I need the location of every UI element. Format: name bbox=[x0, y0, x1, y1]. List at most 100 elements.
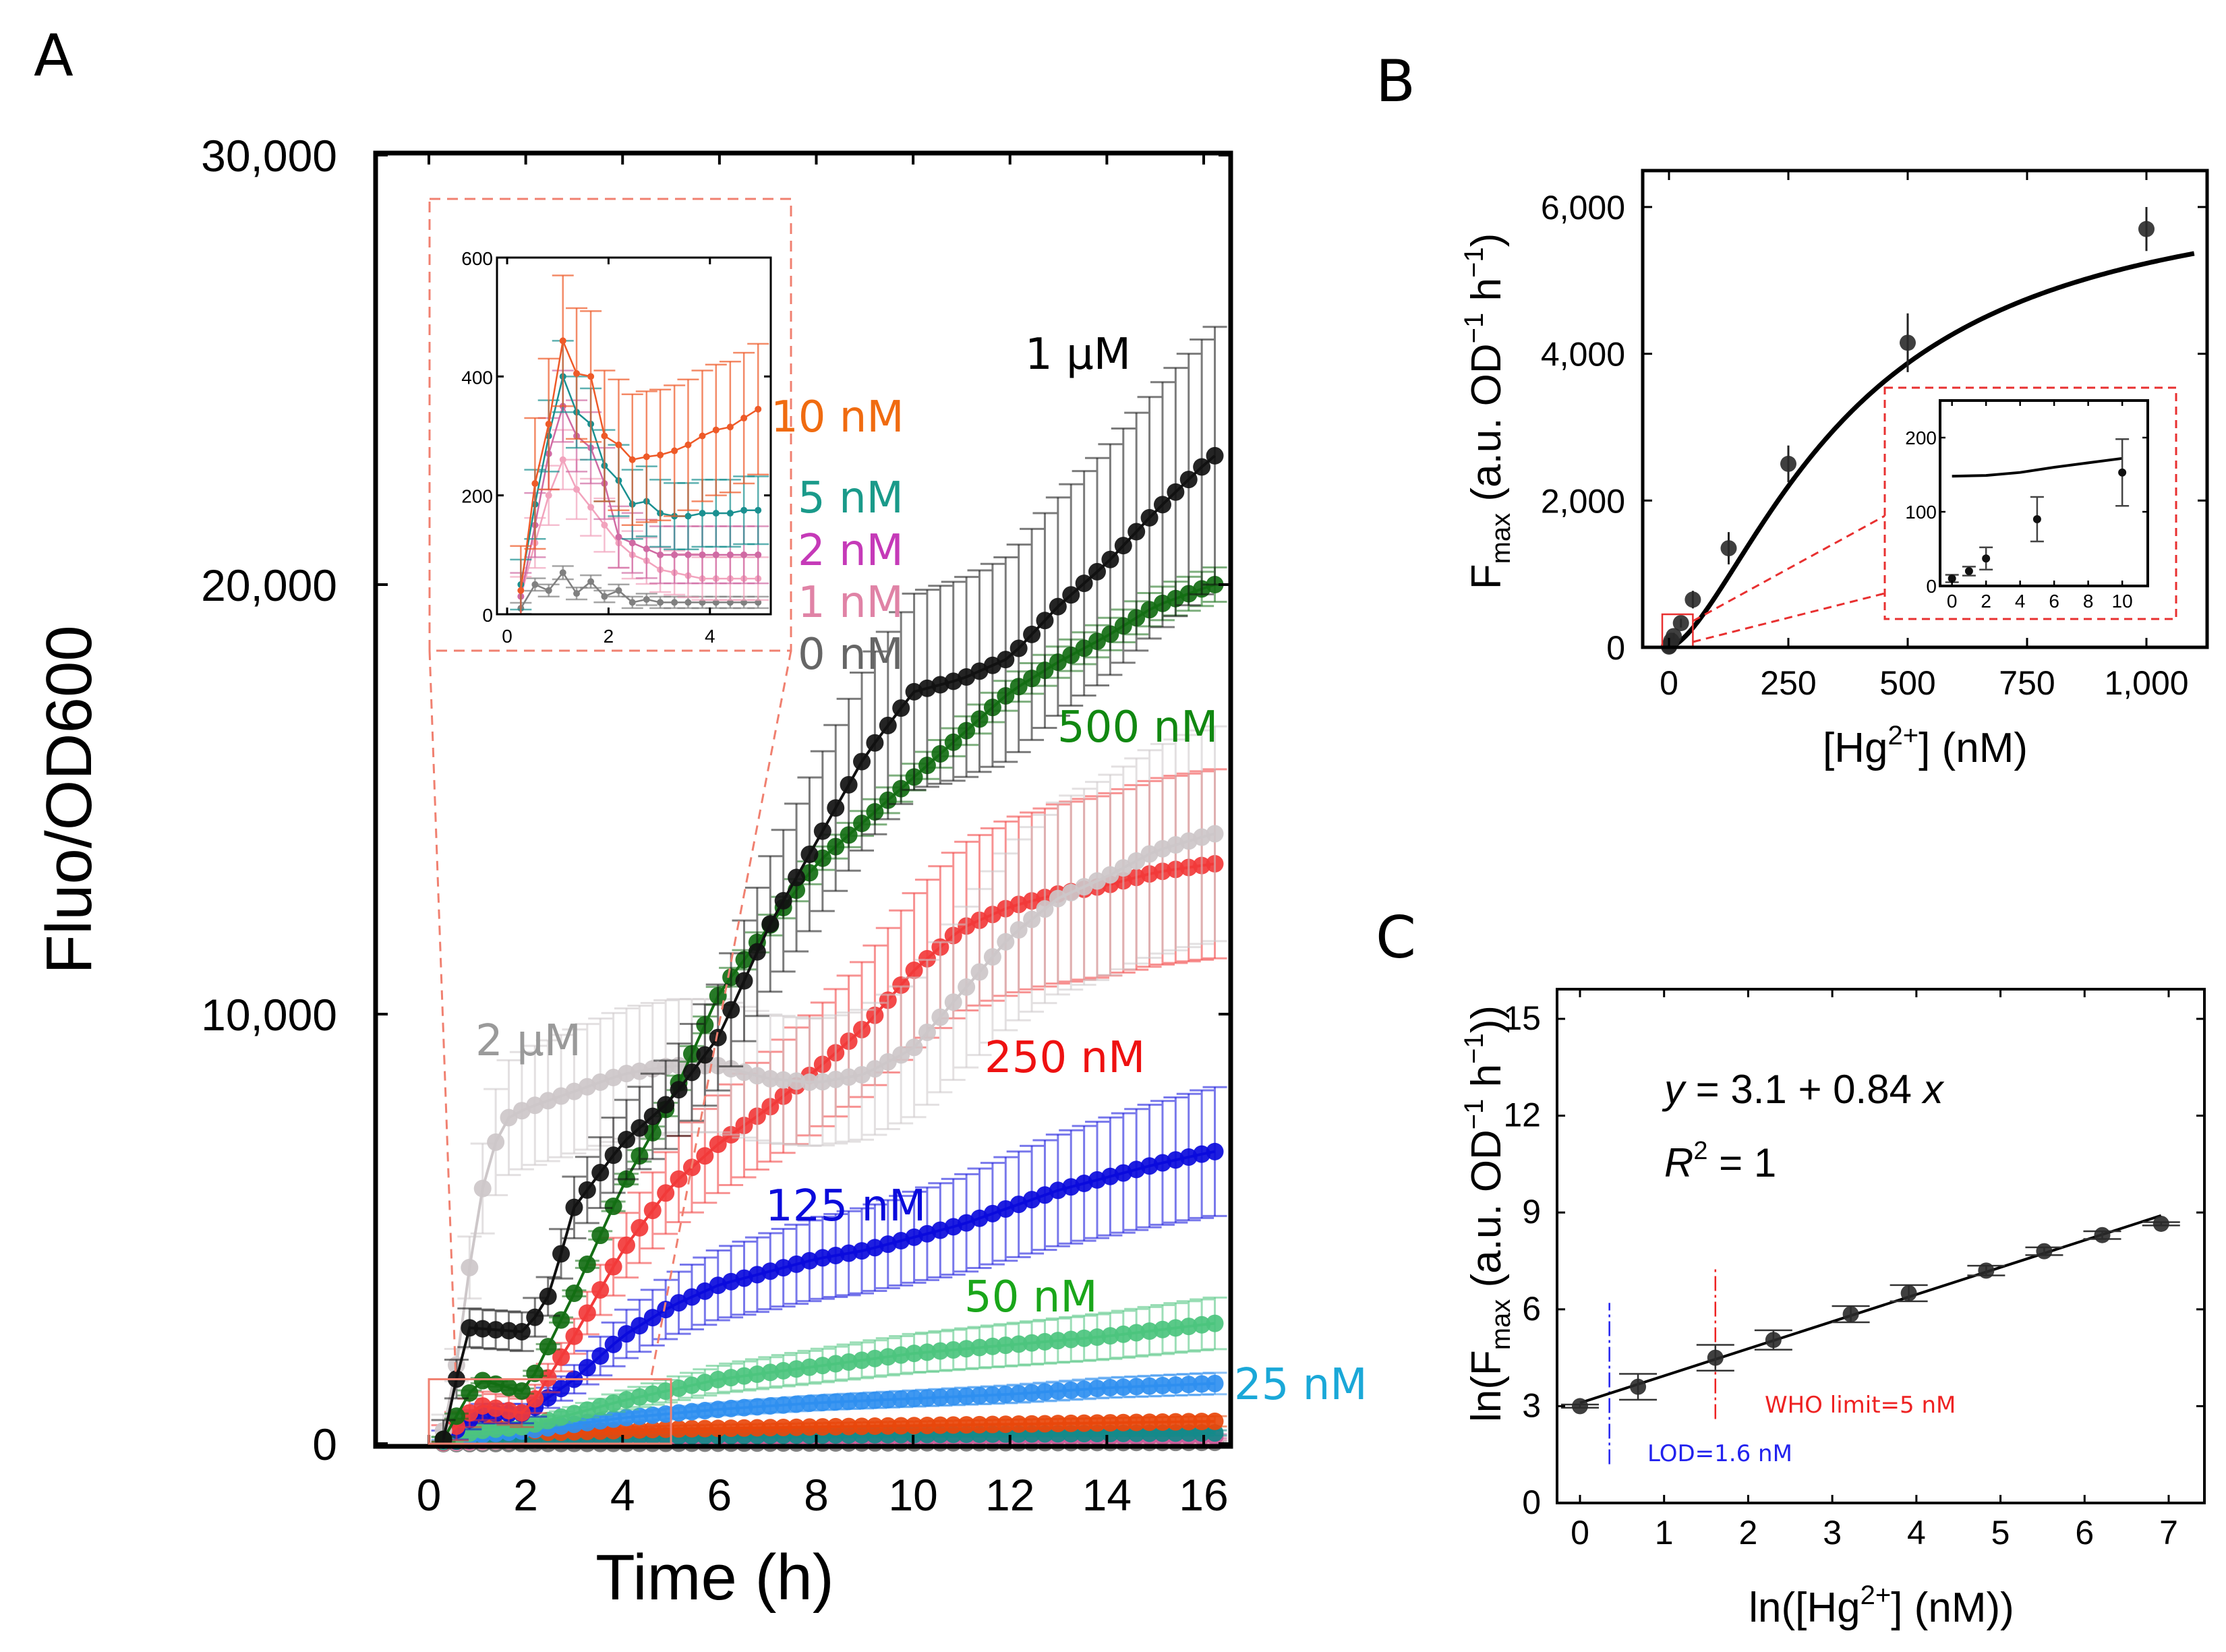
x-tick-label: 500 bbox=[1879, 664, 1935, 702]
x-tick-label: 750 bbox=[1999, 664, 2055, 702]
data-point bbox=[578, 1181, 596, 1199]
data-point bbox=[643, 1202, 662, 1220]
x-tick-label: 5 bbox=[1991, 1514, 2010, 1552]
data-point bbox=[1101, 1327, 1119, 1345]
data-point bbox=[813, 1357, 831, 1375]
data-point bbox=[473, 1320, 492, 1338]
data-point bbox=[735, 1419, 753, 1437]
data-point bbox=[604, 1335, 622, 1353]
label-1nM: 1 nM bbox=[798, 578, 904, 628]
data-point bbox=[1572, 1398, 1588, 1415]
data-point bbox=[1127, 1413, 1146, 1432]
inset-data-point bbox=[628, 599, 636, 606]
data-point bbox=[1153, 1376, 1171, 1394]
data-point bbox=[958, 1387, 976, 1405]
data-point bbox=[709, 1419, 727, 1438]
data-point bbox=[670, 1170, 688, 1188]
inset-data-point bbox=[657, 451, 664, 459]
label-125nM: 125 nM bbox=[765, 1181, 926, 1231]
data-point bbox=[1075, 878, 1093, 896]
x-tick-label: 2 bbox=[1739, 1514, 1758, 1552]
data-point bbox=[1062, 1330, 1080, 1349]
inset-data-point bbox=[684, 512, 692, 520]
inset-data-point bbox=[601, 593, 608, 600]
series-2-uM bbox=[431, 725, 1227, 1445]
data-point bbox=[1049, 597, 1067, 616]
inset-data-point bbox=[628, 456, 636, 463]
data-point bbox=[983, 656, 1001, 674]
panel-a-ticks: 0 2 4 6 8 10 12 14 16 0 10,000 20,000 30,000 bbox=[201, 131, 1231, 1520]
panel-a-inset: 0 2 4 0 200 400 600 bbox=[428, 198, 792, 652]
data-point bbox=[892, 1390, 910, 1408]
data-point bbox=[1193, 1145, 1211, 1163]
data-point bbox=[866, 1417, 884, 1436]
inset-data-point bbox=[671, 447, 678, 454]
data-point bbox=[1193, 1375, 1211, 1393]
data-point bbox=[970, 1338, 989, 1357]
data-point bbox=[487, 1321, 505, 1339]
data-point bbox=[788, 1395, 806, 1413]
data-point bbox=[748, 1398, 766, 1416]
label-50nM: 50 nM bbox=[964, 1272, 1098, 1322]
data-point bbox=[774, 1361, 792, 1380]
inset-data-point bbox=[684, 551, 692, 558]
data-point bbox=[944, 1388, 962, 1406]
data-point bbox=[512, 1382, 531, 1400]
y-tick-label: 30,000 bbox=[201, 131, 337, 181]
data-point bbox=[487, 1399, 505, 1417]
data-point bbox=[958, 978, 976, 996]
data-point bbox=[905, 962, 923, 980]
data-point bbox=[1127, 1324, 1146, 1342]
data-point bbox=[970, 1415, 989, 1434]
inset-x-tick-label: 10 bbox=[2112, 591, 2133, 612]
data-point bbox=[1114, 1325, 1132, 1343]
data-point bbox=[774, 1418, 792, 1436]
data-point bbox=[578, 1359, 596, 1377]
data-point bbox=[539, 1287, 557, 1305]
data-point bbox=[2036, 1243, 2053, 1260]
inset-y-tick-label: 100 bbox=[1905, 502, 1937, 523]
data-point bbox=[788, 1360, 806, 1378]
panel-b-y-axis-title: Fmax (a.u. OD−1 h−1) bbox=[1459, 233, 1516, 590]
label-0nM: 0 nM bbox=[798, 630, 904, 680]
label-500nM: 500 nM bbox=[1057, 703, 1218, 753]
fit-line bbox=[1579, 1214, 2162, 1405]
data-point bbox=[958, 668, 976, 686]
inset-data-point bbox=[545, 420, 552, 427]
data-point bbox=[1049, 889, 1067, 908]
inset-data-point bbox=[559, 337, 566, 345]
inset-y-tick-label: 200 bbox=[1905, 427, 1937, 448]
data-point bbox=[748, 1067, 766, 1085]
inset-data-point bbox=[615, 587, 622, 594]
data-point bbox=[774, 891, 792, 910]
data-point bbox=[1167, 1319, 1185, 1337]
x-tick-label: 14 bbox=[1082, 1470, 1132, 1520]
data-point bbox=[1009, 639, 1028, 657]
data-point bbox=[997, 1415, 1015, 1434]
data-point bbox=[1101, 1414, 1119, 1432]
data-point bbox=[461, 1258, 479, 1276]
inset-data-point bbox=[684, 599, 692, 606]
y-tick-label: 6,000 bbox=[1541, 189, 1625, 227]
inset-data-point bbox=[671, 599, 678, 606]
data-point bbox=[905, 1417, 923, 1435]
data-point bbox=[1193, 1316, 1211, 1334]
inset-data-point bbox=[712, 551, 720, 558]
data-point bbox=[2094, 1227, 2111, 1243]
data-point bbox=[617, 1236, 635, 1254]
inset-data-point bbox=[615, 533, 622, 541]
data-point bbox=[682, 1063, 701, 1082]
data-point bbox=[539, 1338, 557, 1356]
data-point bbox=[997, 651, 1015, 669]
data-point bbox=[1153, 1413, 1171, 1431]
data-point bbox=[1206, 1374, 1224, 1392]
data-point bbox=[604, 1198, 622, 1216]
inset-data-point bbox=[559, 569, 566, 577]
data-point bbox=[500, 1401, 518, 1419]
data-point bbox=[1075, 1414, 1093, 1432]
data-point bbox=[1179, 1413, 1198, 1431]
inset-data-point bbox=[643, 595, 650, 603]
data-point bbox=[1206, 825, 1224, 843]
data-point bbox=[1672, 615, 1689, 632]
panel-a-data bbox=[431, 326, 1227, 1452]
